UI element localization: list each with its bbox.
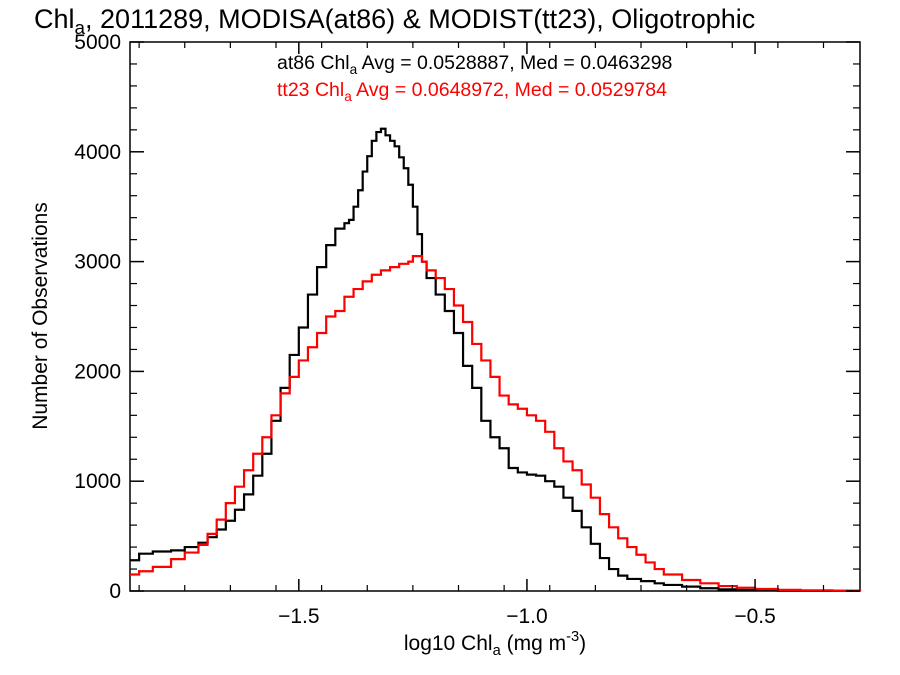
y-tick-label: 0: [109, 580, 121, 603]
series-tt23-line: [130, 255, 862, 592]
plot-frame: [129, 41, 861, 592]
y-tick-label: 5000: [74, 31, 121, 54]
stats-at86: at86 Chla Avg = 0.0528887, Med = 0.04632…: [277, 52, 672, 77]
y-tick-label: 2000: [74, 360, 121, 383]
y-axis-label: Number of Observations: [29, 202, 52, 430]
series-at86-line: [130, 127, 862, 592]
y-tick-label: 3000: [74, 251, 121, 274]
stats-tt23: tt23 Chla Avg = 0.0648972, Med = 0.05297…: [277, 79, 667, 104]
x-tick-label: −0.5: [734, 605, 775, 628]
x-tick-label: −1.0: [506, 605, 547, 628]
chart-title: Chla, 2011289, MODISA(at86) & MODIST(tt2…: [34, 4, 755, 39]
y-tick-label: 1000: [74, 470, 121, 493]
x-axis-label: log10 Chla (mg m-3): [404, 629, 586, 659]
y-tick-label: 4000: [74, 141, 121, 164]
tick-layer: −1.5 −1.0 −0.5 0 1000 2000 3000 4000 5000: [74, 31, 860, 628]
x-tick-label: −1.5: [278, 605, 319, 628]
series-layer: [130, 127, 862, 592]
